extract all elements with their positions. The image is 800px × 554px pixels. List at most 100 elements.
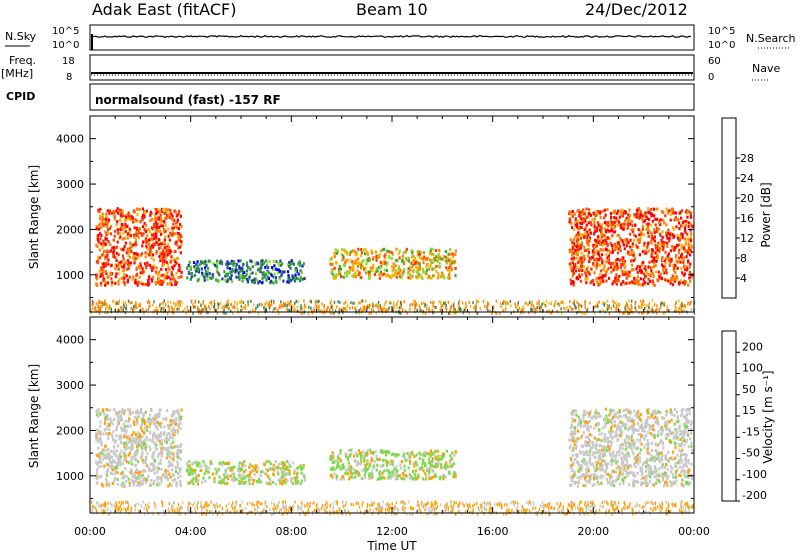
echo-cell bbox=[147, 299, 150, 303]
echo-cell bbox=[354, 252, 357, 256]
echo-cell bbox=[682, 246, 686, 250]
echo-cell bbox=[252, 479, 255, 482]
echo-cell bbox=[102, 241, 105, 245]
echo-cell bbox=[154, 225, 157, 229]
echo-cell bbox=[620, 282, 623, 286]
echo-cell bbox=[151, 233, 154, 237]
echo-cell bbox=[175, 455, 179, 458]
echo-cell bbox=[377, 301, 380, 304]
echo-cell bbox=[615, 219, 618, 223]
echo-cell bbox=[686, 232, 689, 236]
echo-cell bbox=[156, 217, 159, 221]
echo-cell bbox=[99, 307, 101, 310]
echo-cell bbox=[353, 475, 357, 479]
echo-cell bbox=[681, 304, 683, 308]
echo-cell bbox=[424, 311, 427, 315]
echo-cell bbox=[132, 480, 135, 484]
echo-cell bbox=[160, 476, 163, 480]
echo-cell bbox=[569, 262, 572, 266]
echo-cell bbox=[431, 464, 434, 468]
echo-cell bbox=[650, 269, 653, 273]
echo-cell bbox=[689, 253, 692, 257]
echo-cell bbox=[263, 472, 267, 476]
echo-cell bbox=[135, 238, 138, 242]
echo-cell bbox=[421, 462, 424, 466]
echo-cell bbox=[102, 269, 106, 273]
echo-cell bbox=[632, 259, 635, 262]
echo-cell bbox=[135, 458, 138, 461]
echo-cell bbox=[344, 455, 348, 459]
echo-cell bbox=[413, 462, 416, 465]
echo-cell bbox=[360, 307, 362, 311]
echo-cell bbox=[287, 274, 290, 278]
echo-cell bbox=[295, 477, 298, 481]
echo-cell bbox=[168, 251, 172, 255]
echo-cell bbox=[176, 429, 179, 433]
echo-cell bbox=[602, 279, 605, 283]
echo-cell bbox=[96, 261, 99, 265]
echo-cell bbox=[687, 209, 690, 213]
echo-cell bbox=[330, 457, 333, 461]
echo-cell bbox=[301, 264, 304, 268]
echo-cell bbox=[104, 281, 107, 285]
echo-cell bbox=[399, 304, 401, 308]
echo-cell bbox=[164, 439, 167, 443]
echo-cell bbox=[141, 216, 144, 220]
echo-cell bbox=[667, 209, 671, 213]
echo-cell bbox=[601, 274, 604, 278]
echo-cell bbox=[124, 419, 127, 423]
echo-cell bbox=[191, 472, 194, 476]
echo-cell bbox=[504, 309, 506, 313]
echo-cell bbox=[162, 208, 165, 212]
echo-cell bbox=[175, 417, 178, 421]
echo-cell bbox=[283, 479, 286, 483]
echo-cell bbox=[192, 468, 195, 472]
echo-cell bbox=[261, 470, 264, 474]
echo-cell bbox=[363, 248, 366, 252]
echo-cell bbox=[97, 309, 99, 313]
echo-cell bbox=[571, 253, 574, 257]
echo-cell bbox=[179, 214, 182, 218]
echo-cell bbox=[172, 412, 176, 416]
echo-cell bbox=[580, 258, 583, 262]
echo-cell bbox=[98, 223, 101, 226]
echo-cell bbox=[415, 453, 418, 457]
echo-cell bbox=[273, 307, 275, 311]
echo-cell bbox=[215, 308, 218, 312]
echo-cell bbox=[157, 243, 160, 247]
echo-cell bbox=[438, 261, 441, 265]
echo-cell bbox=[124, 226, 127, 229]
echo-cell bbox=[168, 436, 172, 440]
echo-cell bbox=[264, 302, 266, 306]
echo-cell bbox=[108, 484, 111, 488]
echo-cell bbox=[624, 306, 626, 310]
echo-cell bbox=[643, 241, 646, 245]
echo-cell bbox=[360, 454, 363, 458]
echo-cell bbox=[597, 223, 600, 227]
echo-cell bbox=[130, 470, 133, 473]
echo-cell bbox=[145, 230, 148, 233]
echo-cell bbox=[149, 418, 152, 422]
echo-cell bbox=[410, 255, 414, 259]
echo-cell bbox=[674, 302, 677, 306]
echo-cell bbox=[283, 303, 285, 307]
echo-cell bbox=[397, 265, 400, 269]
echo-cell bbox=[209, 307, 211, 311]
echo-cell bbox=[610, 265, 613, 269]
echo-cell bbox=[104, 311, 106, 315]
echo-cell bbox=[628, 218, 631, 222]
echo-cell bbox=[395, 474, 398, 478]
echo-cell bbox=[109, 449, 113, 453]
echo-cell bbox=[426, 263, 430, 267]
echo-cell bbox=[261, 281, 264, 285]
echo-cell bbox=[199, 309, 201, 313]
echo-cell bbox=[329, 474, 332, 478]
echo-cell bbox=[657, 243, 660, 247]
echo-cell bbox=[586, 309, 588, 312]
echo-cell bbox=[147, 466, 150, 470]
echo-cell bbox=[97, 440, 100, 444]
echo-cell bbox=[285, 460, 288, 464]
echo-cell bbox=[517, 301, 519, 305]
echo-cell bbox=[693, 311, 696, 315]
echo-cell bbox=[151, 277, 154, 281]
